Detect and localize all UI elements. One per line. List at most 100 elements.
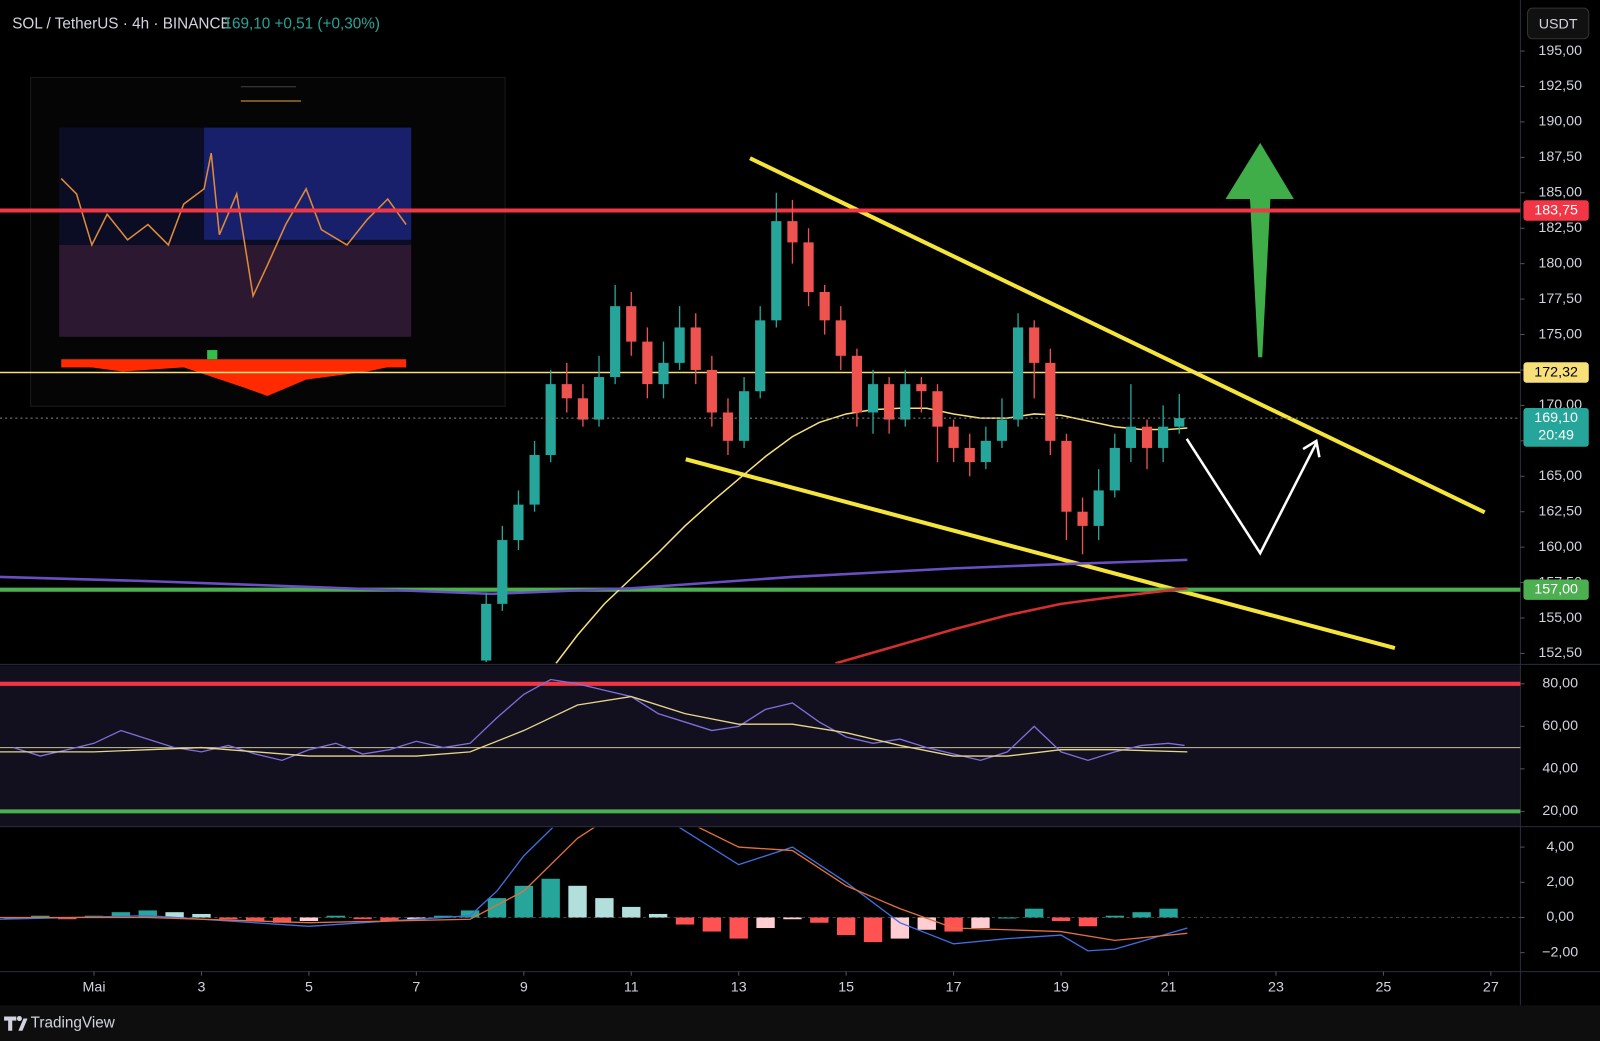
axes: 152,50155,00157,50160,00162,50165,00167,… [83, 43, 1589, 996]
histogram-bar [541, 878, 560, 918]
rsi-background [0, 665, 1521, 827]
histogram-bar [998, 917, 1017, 919]
candle-body [803, 242, 814, 293]
y-tick-label: 155,00 [1538, 610, 1582, 626]
candle-body [481, 603, 492, 661]
rsi-pane [0, 678, 1521, 814]
macd-line [0, 827, 1188, 952]
y-tick-label: 162,50 [1538, 503, 1582, 519]
candle-body [948, 426, 959, 448]
last-price: 169,10 [223, 16, 270, 33]
histogram-bar [111, 912, 131, 918]
candle-body [1141, 426, 1153, 448]
histogram-bar [944, 917, 963, 932]
histogram-bar [407, 917, 426, 920]
y-tick-label: 187,50 [1538, 149, 1582, 165]
y-tick-label: 195,00 [1538, 43, 1582, 59]
candle-body [497, 540, 508, 604]
moving-average [0, 558, 1188, 596]
histogram-bar [272, 917, 292, 923]
x-tick-label: 19 [1053, 980, 1069, 996]
projection-path [1185, 438, 1318, 556]
drawings [685, 142, 1486, 651]
inset-image [30, 77, 506, 407]
histogram-bar [595, 898, 614, 918]
currency-label[interactable]: USDT [1539, 16, 1578, 32]
histogram-bar [810, 917, 829, 923]
histogram-bar [434, 915, 453, 918]
price-change: +0,51 (+0,30%) [274, 16, 379, 33]
price-level-tag [1523, 579, 1589, 600]
x-tick-label: 21 [1161, 980, 1177, 996]
histogram-bar [1159, 908, 1178, 918]
x-tick-label: 15 [838, 980, 854, 996]
candle-body [690, 327, 701, 370]
histogram-bar [1051, 917, 1071, 921]
x-tick-label: 25 [1375, 980, 1391, 996]
candle-body [932, 391, 943, 427]
x-tick-label: 9 [520, 980, 528, 996]
histogram-bar [1132, 912, 1151, 918]
histogram-bar [1105, 915, 1124, 918]
histogram-bar [756, 917, 775, 929]
candle-body [1109, 447, 1120, 491]
histogram-bar [622, 906, 641, 918]
x-tick-label: Mai [83, 980, 106, 996]
x-tick-label: 17 [946, 980, 962, 996]
y-tick-label: 80,00 [1542, 676, 1578, 692]
main-pane [0, 192, 1521, 664]
symbol-title: SOL / TetherUS · 4h · BINANCE [12, 16, 230, 33]
macd-line [0, 827, 1188, 942]
histogram-bar [192, 913, 211, 918]
candle-body [755, 320, 766, 392]
candle-body [1012, 327, 1024, 420]
histogram-bar [648, 913, 668, 918]
candle-body [593, 377, 605, 420]
candle-body [513, 504, 524, 541]
candle-body [1174, 418, 1185, 427]
candle-body [1125, 426, 1137, 448]
histogram-bar [1078, 917, 1098, 927]
candle-body [851, 355, 863, 413]
histogram-bar [353, 917, 372, 920]
y-tick-label: 175,00 [1538, 326, 1582, 342]
last-price-label: 169,10 [1534, 410, 1578, 426]
candle-body [819, 292, 830, 321]
candle-body [1077, 511, 1088, 526]
candle-body [1061, 440, 1072, 512]
currency-button[interactable] [1527, 7, 1590, 40]
candle-body [577, 398, 589, 420]
candle-body [996, 419, 1008, 441]
y-tick-label: 2,00 [1546, 874, 1574, 890]
histogram-bar [836, 917, 856, 936]
histogram-bar [702, 917, 722, 932]
histogram-bar [165, 912, 184, 918]
histogram-bar [138, 910, 157, 918]
x-tick-label: 5 [305, 980, 313, 996]
price-level-tag [1523, 362, 1589, 383]
trendline-upper [749, 156, 1486, 515]
x-tick-label: 3 [197, 980, 205, 996]
y-tick-label: 190,00 [1538, 114, 1582, 130]
x-tick-label: 11 [624, 980, 639, 996]
histogram-bar [675, 917, 695, 925]
y-tick-label: 180,00 [1538, 255, 1582, 271]
histogram-bar [219, 917, 238, 920]
price-level-tag [1523, 200, 1589, 221]
candle-body [722, 412, 734, 441]
histogram-bar [971, 917, 990, 929]
histogram-bar [729, 917, 748, 939]
candle-body [1158, 426, 1169, 448]
footer-bar [0, 1005, 1600, 1041]
rsi-line [13, 678, 1185, 762]
trendline-lower [685, 457, 1396, 651]
y-tick-label: 0,00 [1546, 909, 1574, 925]
candle-body [642, 341, 653, 385]
candle-body [626, 306, 637, 342]
histogram-bar [380, 917, 399, 921]
brand-logo [4, 1015, 28, 1031]
candle-body [1045, 362, 1056, 441]
histogram-bar [299, 917, 319, 921]
candle-body [867, 384, 879, 413]
